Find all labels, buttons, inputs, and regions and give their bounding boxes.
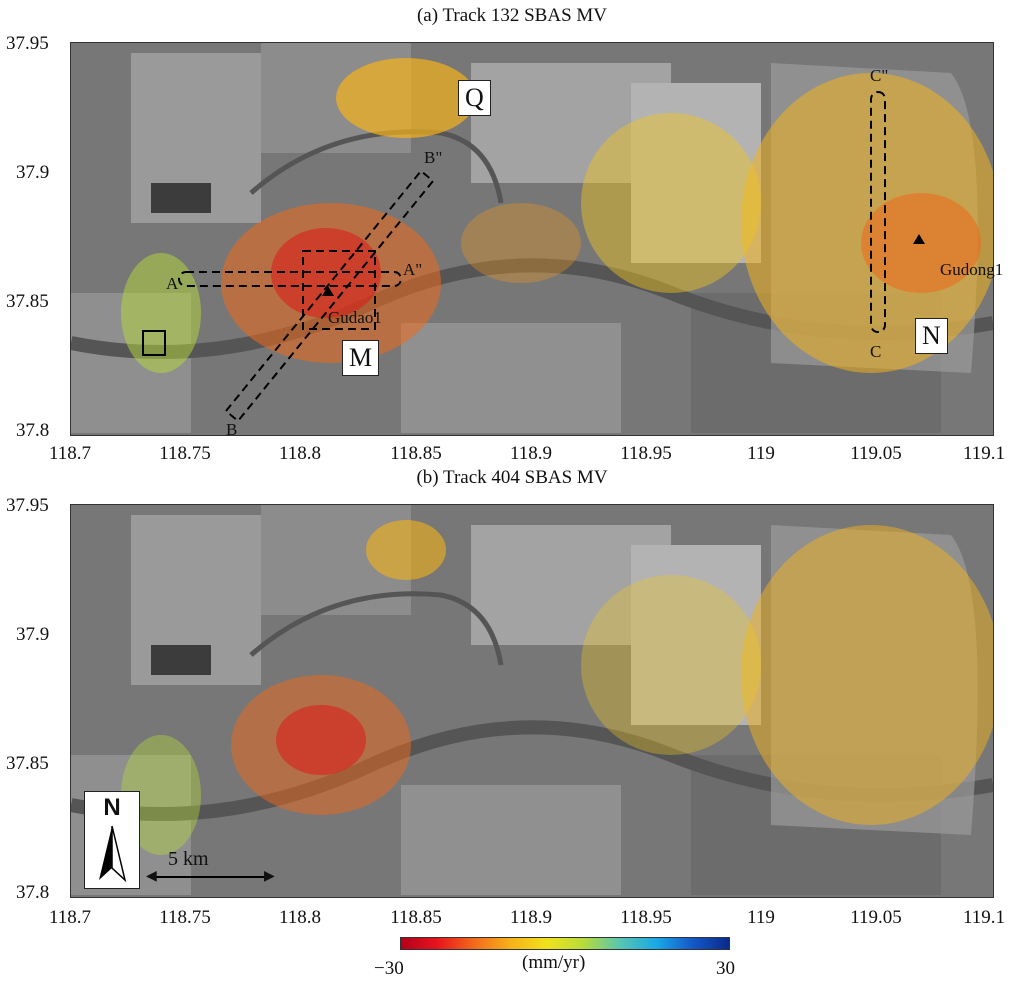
profile-label-b: B <box>226 420 238 439</box>
profile-label-a: A <box>166 274 179 293</box>
panel-b-xtick: 119.05 <box>850 907 902 928</box>
panel-b-map[interactable] <box>70 504 994 898</box>
panel-a-xtick: 118.8 <box>278 443 322 464</box>
panel-b-xtick: 118.7 <box>48 907 92 928</box>
profile-label-c: C <box>870 342 882 361</box>
gudao1-well-marker <box>322 286 334 296</box>
panel-b-ytick: 37.95 <box>6 495 49 516</box>
panel-a-xtick: 118.75 <box>159 443 211 464</box>
panel-a-xtick: 118.9 <box>509 443 553 464</box>
panel-b-xtick: 119 <box>747 907 775 928</box>
panel-b-xtick: 118.85 <box>390 907 442 928</box>
panel-a-xtick: 119.05 <box>850 443 902 464</box>
panel-b-xtick: 118.8 <box>278 907 322 928</box>
panel-a-map[interactable] <box>70 42 994 436</box>
region-label-q: Q <box>458 80 491 116</box>
reference-square <box>142 330 166 356</box>
profile-lines <box>178 91 886 423</box>
panel-b-xtick: 118.75 <box>159 907 211 928</box>
panel-a-deformation-points <box>121 58 993 373</box>
panel-a-map-canvas <box>71 43 993 435</box>
panel-b-title: (b) Track 404 SBAS MV <box>416 467 608 488</box>
panel-a-ytick: 37.95 <box>6 33 49 54</box>
gudao1-label: Gudao1 <box>328 308 382 327</box>
panel-a-ytick: 37.9 <box>16 162 50 183</box>
colorbar-min-label: −30 <box>374 958 404 979</box>
panel-a-xtick: 119 <box>747 443 775 464</box>
panel-b-ytick: 37.85 <box>6 753 49 774</box>
region-label-n: N <box>915 318 948 354</box>
panel-a-xtick: 118.95 <box>620 443 672 464</box>
north-arrow: N <box>84 791 140 889</box>
scale-bar-label: 5 km <box>168 848 209 870</box>
profile-label-a2: A" <box>403 260 423 279</box>
panel-a-ytick: 37.8 <box>16 420 50 441</box>
north-label: N <box>103 794 121 821</box>
colorbar-max-label: 30 <box>716 958 735 979</box>
panel-b-map-canvas <box>71 505 993 897</box>
profile-label-b2: B" <box>424 148 443 167</box>
panel-a-ytick: 37.85 <box>6 291 49 312</box>
profile-label-c2: C" <box>870 66 889 85</box>
scale-bar-left-arrow: ◀ <box>146 869 157 884</box>
region-label-m: M <box>342 340 380 376</box>
panel-a-xtick: 119.1 <box>962 443 1006 464</box>
panel-a-xtick: 118.85 <box>390 443 442 464</box>
scale-bar-right-arrow: ▶ <box>264 869 275 884</box>
panel-b-xtick: 118.95 <box>620 907 672 928</box>
panel-b-xtick: 118.9 <box>509 907 553 928</box>
panel-a-title: (a) Track 132 SBAS MV <box>416 5 608 26</box>
panel-b-ytick: 37.8 <box>16 882 50 903</box>
north-arrow-icon <box>99 825 127 883</box>
gudong1-label: Gudong1 <box>940 260 1004 279</box>
colorbar <box>400 937 730 950</box>
panel-a-xtick: 118.7 <box>48 443 92 464</box>
scale-bar <box>150 876 270 878</box>
colorbar-unit-label: (mm/yr) <box>522 952 586 973</box>
panel-b-xtick: 119.1 <box>962 907 1006 928</box>
panel-b-ytick: 37.9 <box>16 624 50 645</box>
gudong1-well-marker <box>913 234 925 244</box>
panel-b-deformation-points <box>121 520 993 855</box>
